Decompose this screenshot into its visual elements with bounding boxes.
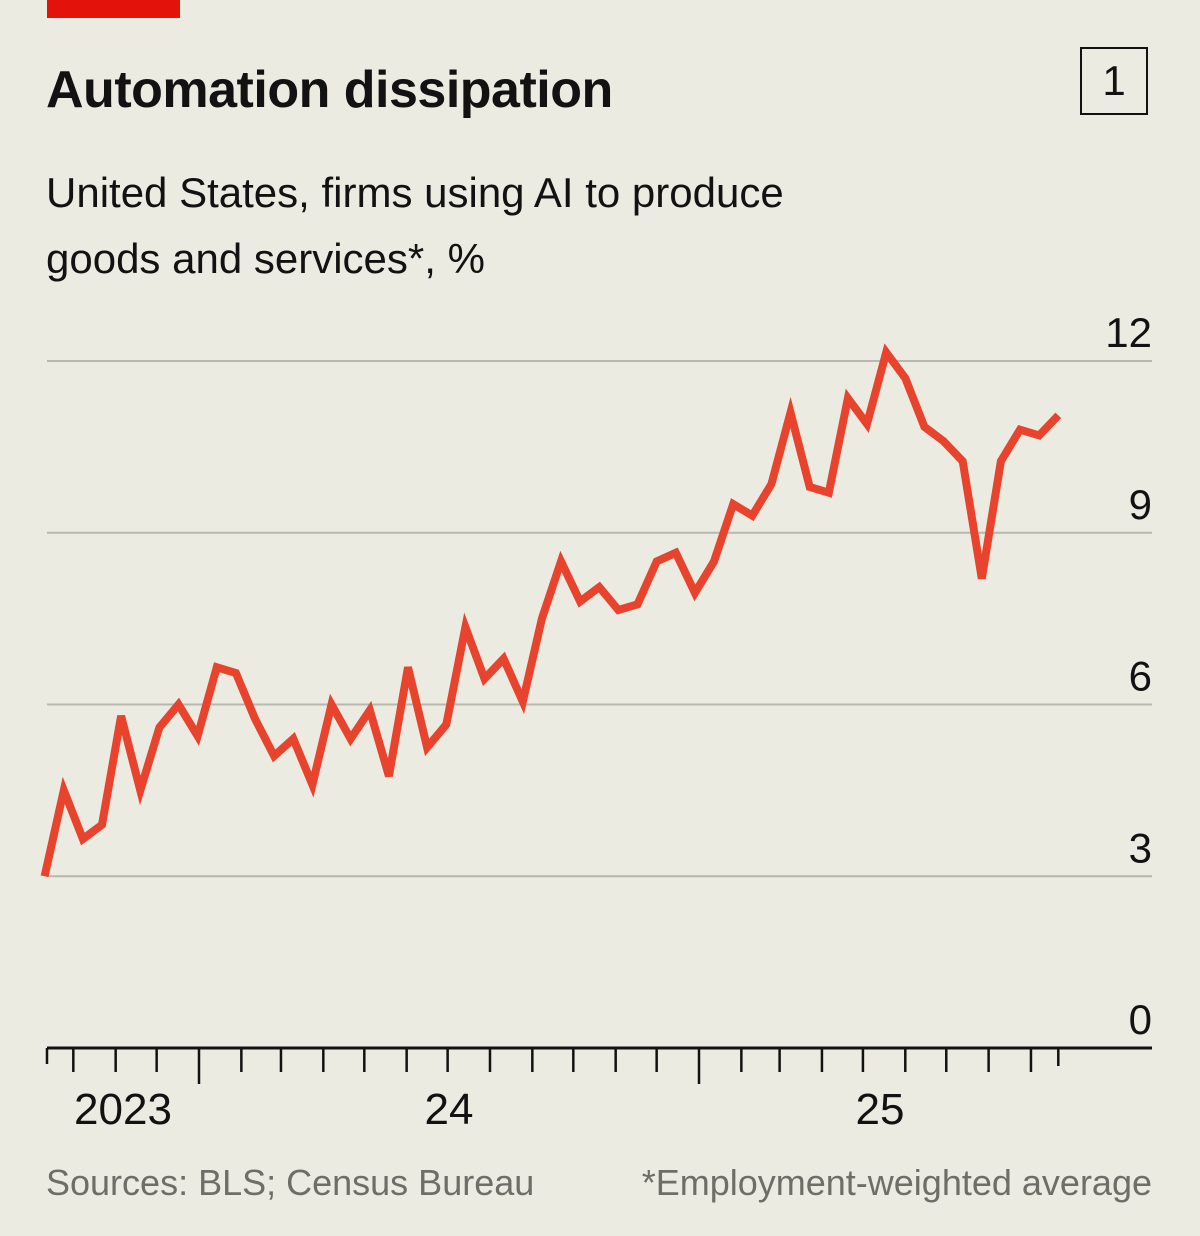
- y-tick-label: 9: [1129, 481, 1152, 528]
- chart-number-badge: 1: [1080, 47, 1148, 115]
- y-tick-label: 0: [1129, 996, 1152, 1043]
- footnote: *Employment-weighted average: [641, 1162, 1152, 1203]
- series-line: [40, 343, 1062, 878]
- x-tick-label: 24: [425, 1085, 474, 1134]
- chart-subtitle: United States, firms using AI to produce…: [46, 169, 784, 282]
- y-tick-label: 6: [1129, 653, 1152, 700]
- y-tick-label: 12: [1105, 309, 1152, 356]
- x-tick-label: 2023: [74, 1085, 172, 1134]
- y-tick-label: 3: [1129, 824, 1152, 871]
- chart-title: Automation dissipation: [46, 61, 613, 119]
- accent-bar: [47, 0, 180, 18]
- sources-note: Sources: BLS; Census Bureau: [46, 1162, 535, 1203]
- x-tick-label: 25: [856, 1085, 905, 1134]
